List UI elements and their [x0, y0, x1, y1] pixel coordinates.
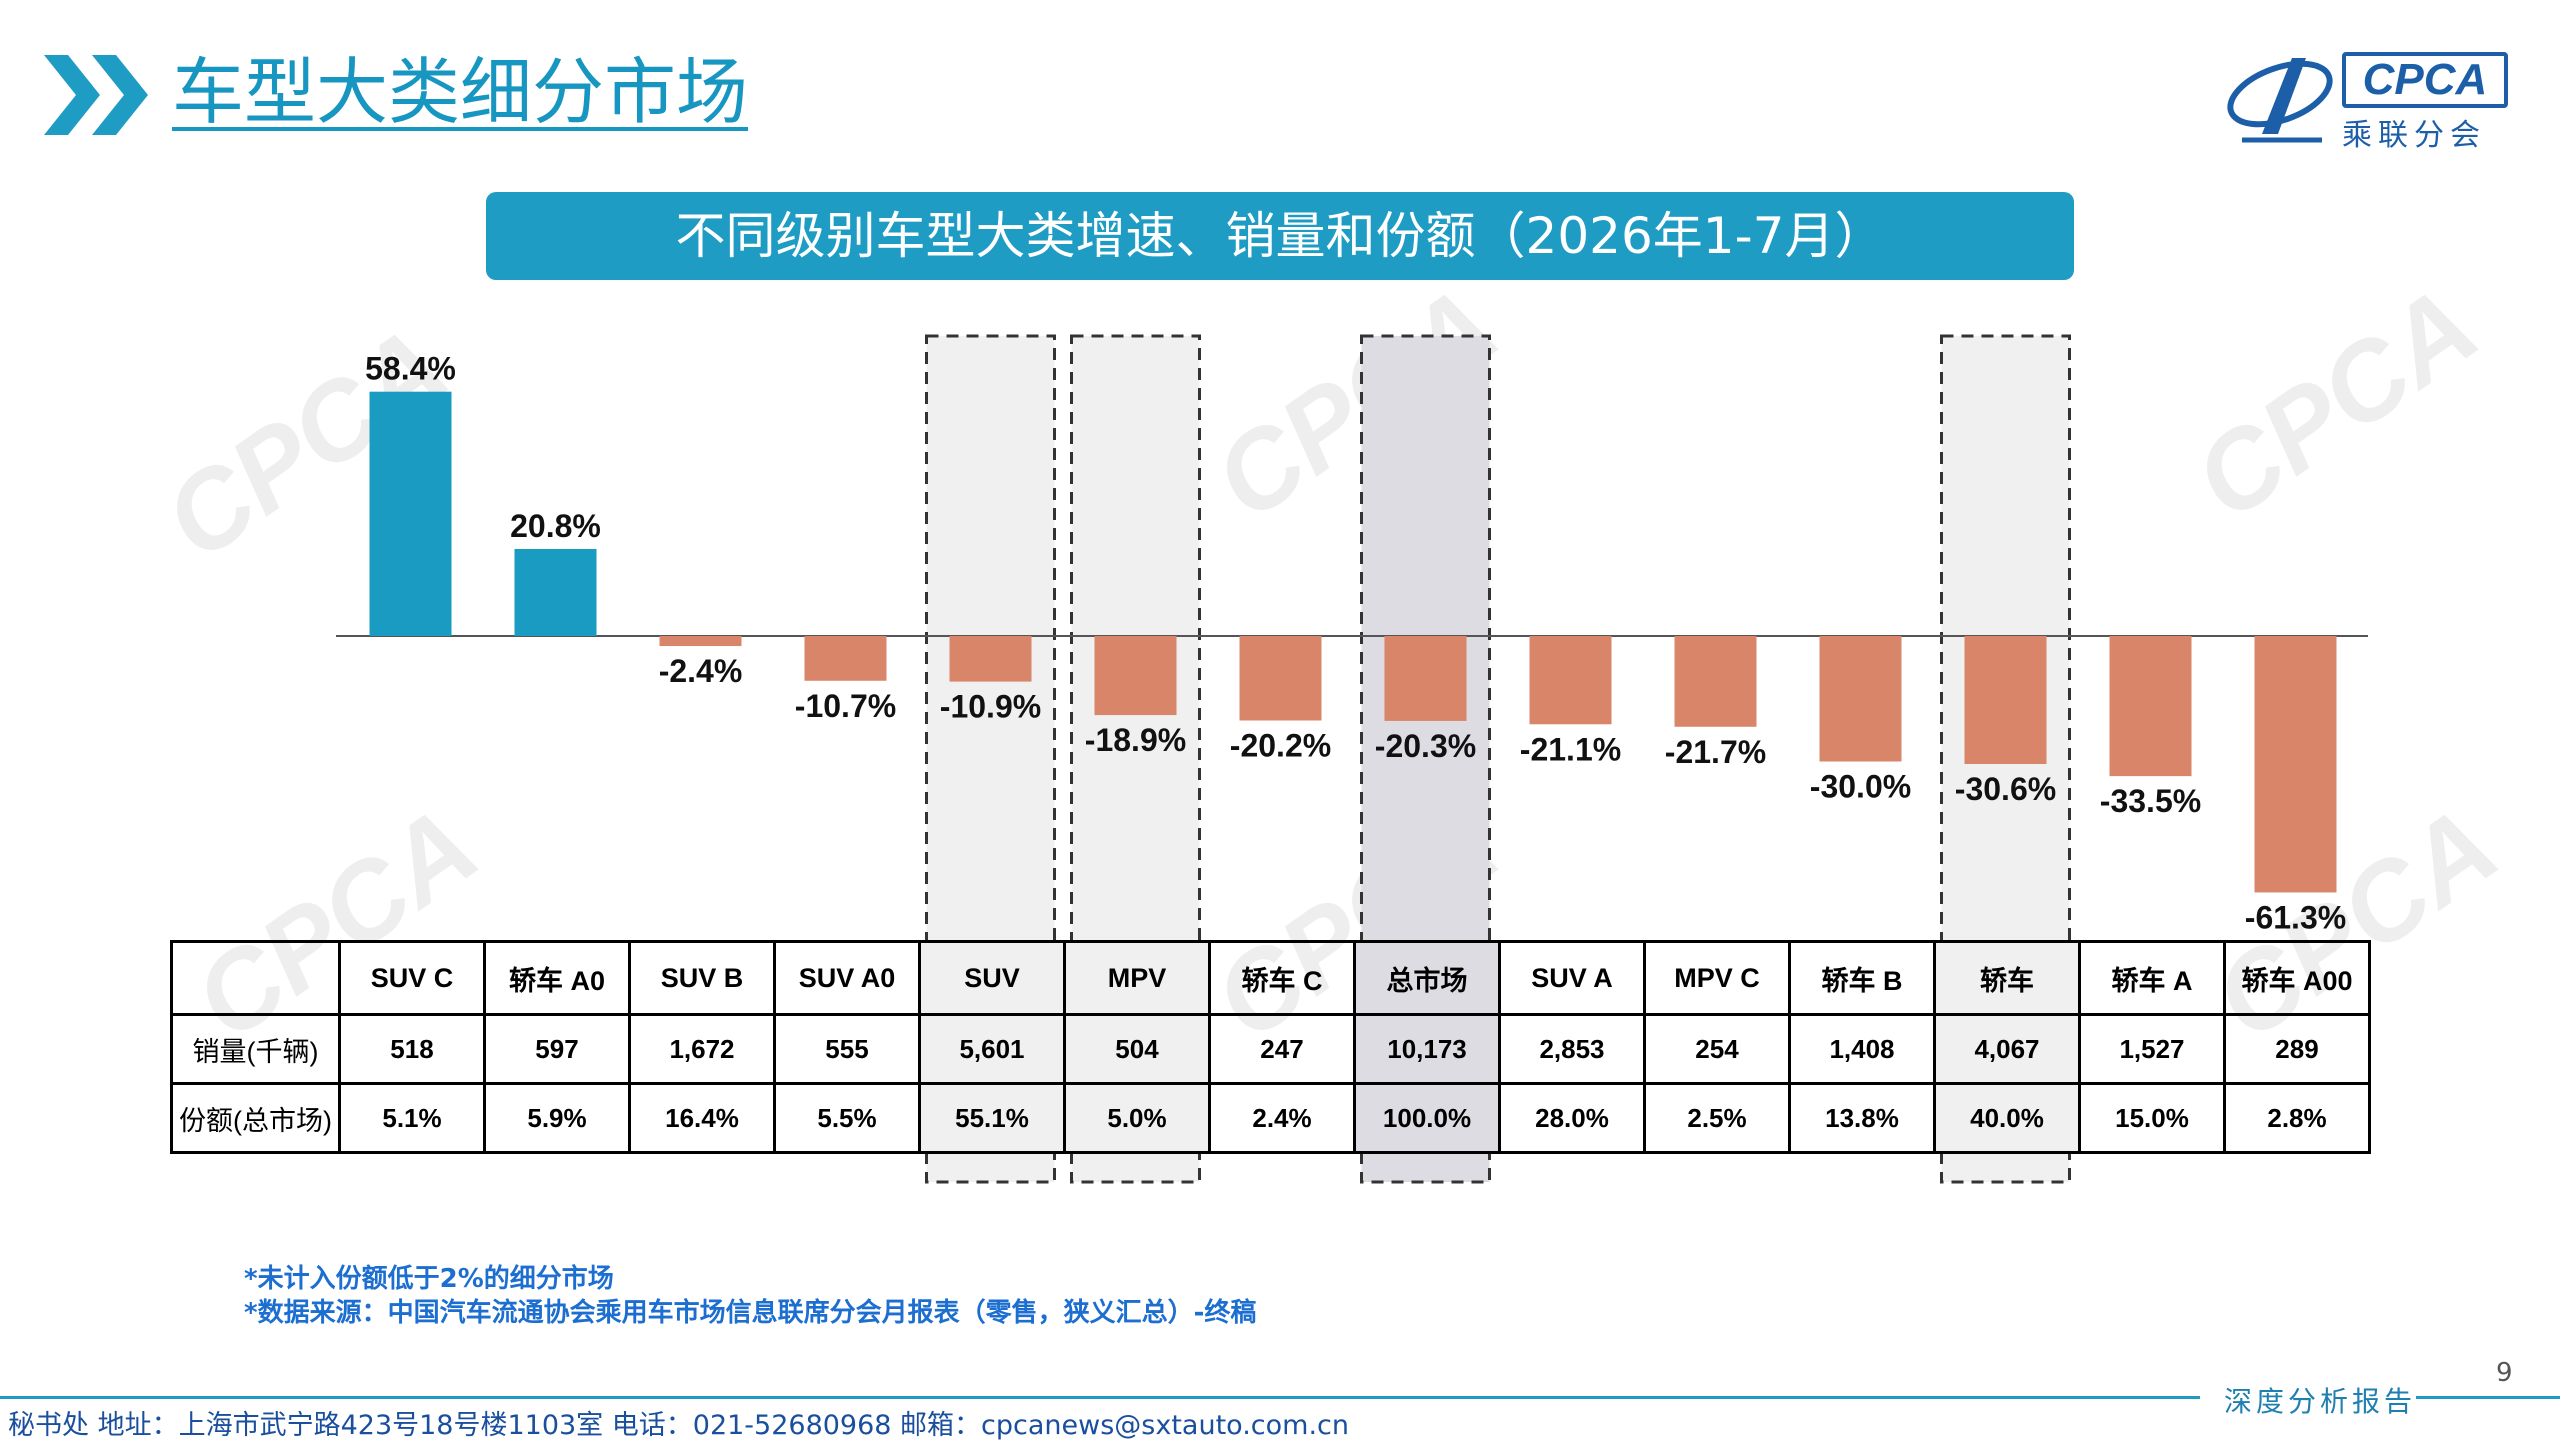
bar-13 [2109, 636, 2192, 777]
table-cell-share: 2.8% [2223, 1082, 2371, 1154]
footer-report-label: 深度分析报告 [2224, 1385, 2417, 1418]
bar-7 [1239, 636, 1322, 721]
chevron-double-icon [44, 55, 148, 135]
table-cell-share: 28.0% [1498, 1082, 1646, 1154]
footer-contact: 秘书处 地址：上海市武宁路423号18号楼1103室 电话：021-526809… [8, 1410, 1350, 1441]
table-cell-sales: 518 [338, 1013, 486, 1085]
cpca-emblem-icon [2227, 58, 2333, 143]
table-cell-sales: 254 [1643, 1013, 1791, 1085]
table-cell-share: 5.5% [773, 1082, 921, 1154]
bar-6 [1094, 636, 1177, 716]
table-header-cell: 轿车 B [1788, 940, 1936, 1016]
value-label-7: -20.2% [1230, 728, 1331, 764]
value-label-4: -10.7% [795, 688, 896, 724]
footer-divider [0, 1396, 2200, 1399]
table-cell-share: 100.0% [1353, 1082, 1501, 1154]
bar-2 [514, 548, 597, 636]
bar-3 [659, 636, 742, 647]
logo-subtext: 乘联分会 [2342, 118, 2486, 153]
bar-14 [2254, 636, 2337, 893]
table-cell-share: 5.0% [1063, 1082, 1211, 1154]
table-cell-share: 5.1% [338, 1082, 486, 1154]
logo-text: CPCA [2342, 52, 2508, 108]
note-data-source: *数据来源：中国汽车流通协会乘用车市场信息联席分会月报表（零售，狭义汇总）-终稿 [244, 1298, 1257, 1328]
row-label-sales: 销量(千辆) [170, 1013, 341, 1085]
table-header-cell: MPV C [1643, 940, 1791, 1016]
table-cell-share: 5.9% [483, 1082, 631, 1154]
footer-divider [2416, 1396, 2560, 1399]
table-corner-cell [170, 940, 341, 1016]
table-cell-sales: 2,853 [1498, 1013, 1646, 1085]
value-label-12: -30.6% [1955, 771, 2056, 807]
page-title: 车型大类细分市场 [172, 50, 749, 134]
value-label-11: -30.0% [1810, 769, 1911, 805]
value-label-1: 58.4% [365, 351, 456, 387]
table-row-shares: 份额(总市场) 5.1% 5.9% 16.4% 5.5% 55.1% 5.0% 2.4% 10… [170, 1082, 2371, 1154]
bar-9 [1529, 636, 1612, 725]
table-header-cell: 轿车 A0 [483, 940, 631, 1016]
bar-4 [804, 636, 887, 681]
table-cell-sales: 1,408 [1788, 1013, 1936, 1085]
table-cell-share: 13.8% [1788, 1082, 1936, 1154]
table-header-cell: SUV [918, 940, 1066, 1016]
value-label-2: 20.8% [510, 508, 601, 544]
table-cell-share: 40.0% [1933, 1082, 2081, 1154]
table-header-cell: SUV B [628, 940, 776, 1016]
table-cell-sales: 504 [1063, 1013, 1211, 1085]
bar-11 [1819, 636, 1902, 762]
table-cell-share: 2.5% [1643, 1082, 1791, 1154]
table-cell-sales: 1,527 [2078, 1013, 2226, 1085]
table-cell-share: 55.1% [918, 1082, 1066, 1154]
bar-1 [369, 391, 452, 636]
table-cell-share: 16.4% [628, 1082, 776, 1154]
bar-8 [1384, 636, 1467, 721]
note-share-threshold: *未计入份额低于2%的细分市场 [244, 1264, 614, 1294]
table-header-cell: SUV A [1498, 940, 1646, 1016]
table-header-cell: MPV [1063, 940, 1211, 1016]
value-label-9: -21.1% [1520, 731, 1621, 767]
page-number: 9 [2496, 1358, 2513, 1388]
table-header-cell: 轿车 C [1208, 940, 1356, 1016]
table-cell-sales: 10,173 [1353, 1013, 1501, 1085]
table-cell-sales: 5,601 [918, 1013, 1066, 1085]
table-cell-sales: 4,067 [1933, 1013, 2081, 1085]
table-header-cell: SUV C [338, 940, 486, 1016]
bar-5 [949, 636, 1032, 682]
value-label-6: -18.9% [1085, 722, 1186, 758]
table-header-cell: 轿车 A [2078, 940, 2226, 1016]
table-cell-sales: 1,672 [628, 1013, 776, 1085]
cpca-logo: CPCA 乘联分会 [2222, 48, 2522, 153]
bar-12 [1964, 636, 2047, 765]
table-cell-sales: 597 [483, 1013, 631, 1085]
value-label-13: -33.5% [2100, 783, 2201, 819]
table-cell-share: 15.0% [2078, 1082, 2226, 1154]
table-cell-sales: 247 [1208, 1013, 1356, 1085]
chart-title: 不同级别车型大类增速、销量和份额（2026年1-7月） [486, 192, 2074, 280]
table-cell-sales: 289 [2223, 1013, 2371, 1085]
table-cell-share: 2.4% [1208, 1082, 1356, 1154]
table-cell-sales: 555 [773, 1013, 921, 1085]
value-label-5: -10.9% [940, 689, 1041, 725]
value-label-14: -61.3% [2245, 899, 2346, 935]
table-header-cell: 总市场 [1353, 940, 1501, 1016]
table-header-cell: 轿车 [1933, 940, 2081, 1016]
row-label-shares: 份额(总市场) [170, 1082, 341, 1154]
table-header-cell: 轿车 A00 [2223, 940, 2371, 1016]
value-label-10: -21.7% [1665, 734, 1766, 770]
table-header-cell: SUV A0 [773, 940, 921, 1016]
table-row-sales: 销量(千辆) 518 597 1,672 555 5,601 504 247 10,173 2,… [170, 1013, 2371, 1085]
value-label-8: -20.3% [1375, 728, 1476, 764]
bar-10 [1674, 636, 1757, 727]
value-label-3: -2.4% [659, 653, 743, 689]
